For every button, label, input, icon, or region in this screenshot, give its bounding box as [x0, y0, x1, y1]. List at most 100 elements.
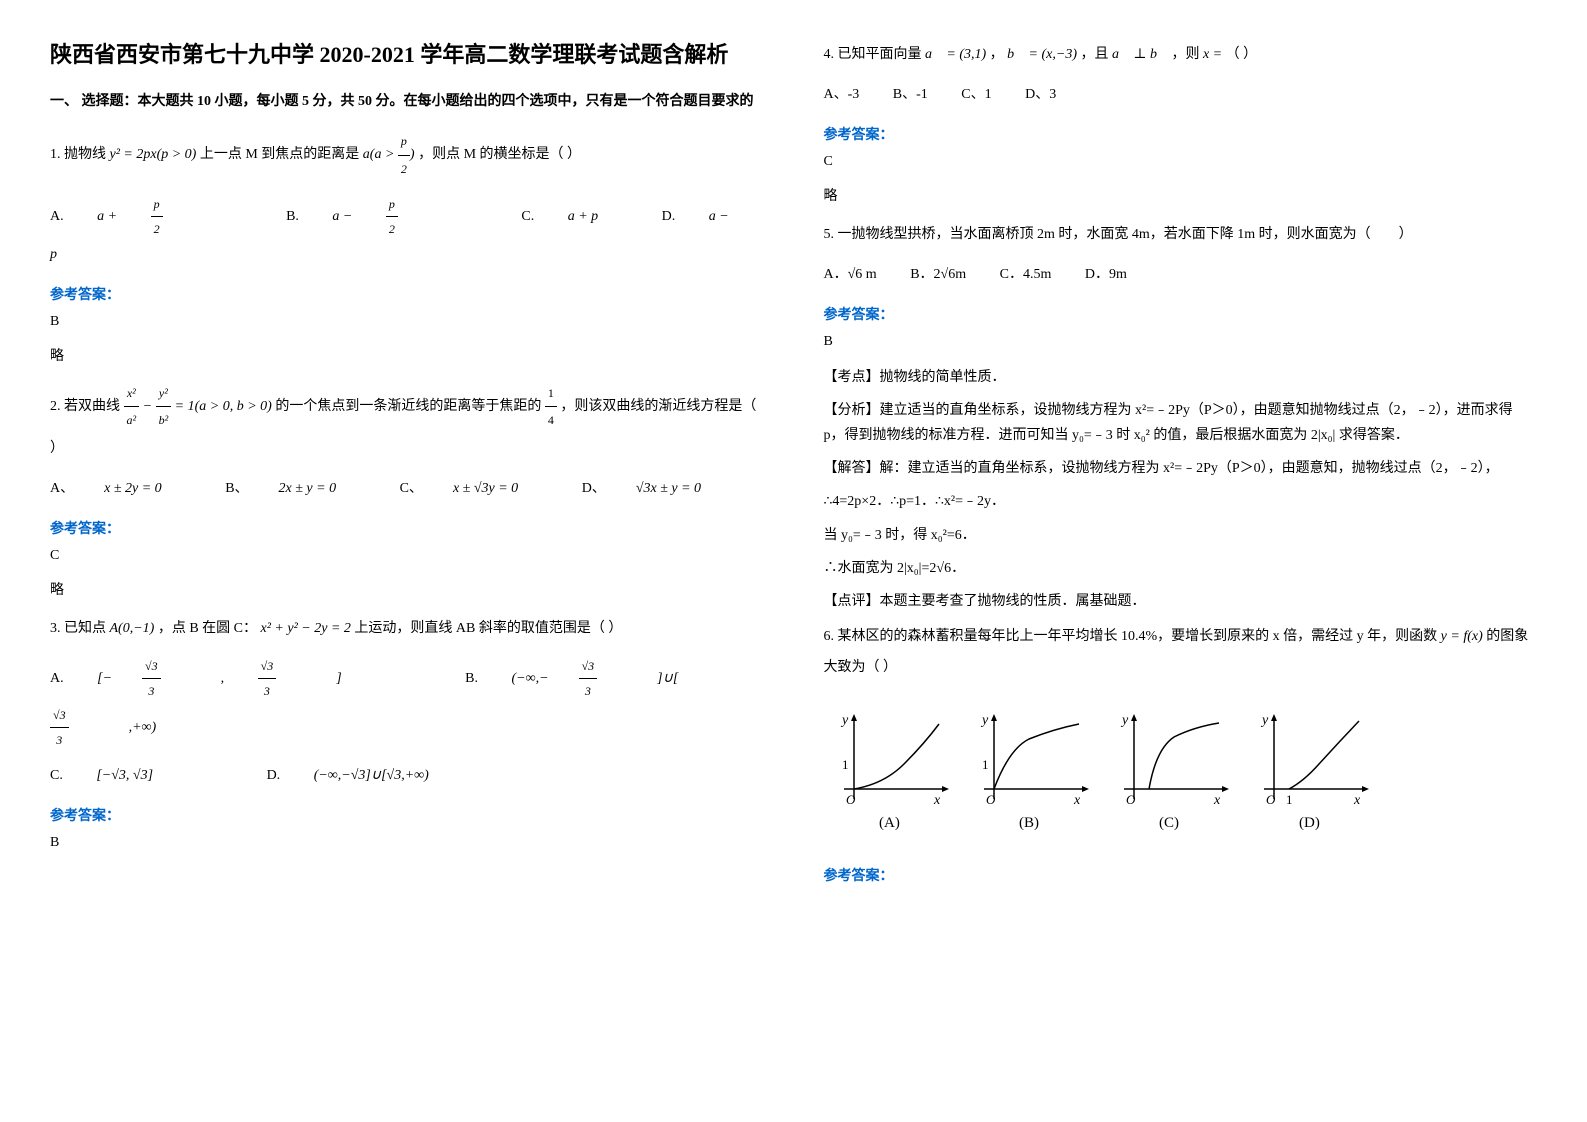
q2-fnum: 1 [545, 380, 557, 407]
question-6: 6. 某林区的的森林蓄积量每年比上一年平均增长 10.4%，要增长到原来的 x … [824, 622, 1538, 850]
q6-graph-svg: y 1 O x (A) y 1 O [824, 699, 1384, 839]
graph-d-y: y [1260, 713, 1269, 728]
q2-ynum: y² [156, 380, 172, 407]
q4-answer-label: 参考答案： [824, 124, 1538, 144]
q5-optA: A．√6 m [824, 267, 877, 282]
q2-optD: D、 √3x ± y = 0 [582, 481, 731, 496]
q3-optA: A. [−√33, √33] [50, 671, 405, 686]
graph-d-O: O [1266, 792, 1276, 807]
q2-optA-label: A、 [50, 481, 74, 496]
graph-d-x: x [1353, 793, 1361, 808]
graph-b-O: O [986, 792, 996, 807]
q3-optC: C. [−√3, √3] [50, 768, 187, 783]
q2-optD-label: D、 [582, 481, 606, 496]
q3-optA-label: A. [50, 671, 64, 686]
q3-optA-r: ] [336, 671, 341, 686]
q4-perp: a⃗ ⊥ b⃗ [1112, 47, 1168, 62]
q3-optB-r: ,+∞) [129, 720, 157, 735]
q2-xden: a² [124, 407, 140, 433]
q1-optA: A. a + p2 [50, 209, 256, 224]
q3-optA-num2: √3 [258, 654, 277, 679]
q1-optB-outer: a − [332, 209, 355, 224]
q4-vecB: b⃗ = (x,−3) [1007, 47, 1077, 62]
q1-optC-label: C. [521, 209, 534, 224]
q4-suffix: （ ） [1226, 47, 1258, 62]
q1-f2-outer: a(a > [363, 147, 398, 162]
q6-graphs: y 1 O x (A) y 1 O [824, 699, 1538, 850]
q5-answer: B [824, 334, 1538, 350]
q3-optA-m: , [221, 671, 228, 686]
q2-omit: 略 [50, 579, 764, 599]
q2-optC-val: x ± √3y = 0 [453, 481, 518, 496]
q3-optC-val: [−√3, √3] [96, 768, 153, 783]
q3-options-row1: A. [−√33, √33] B. (−∞,−√33]∪[√33,+∞) [50, 654, 764, 752]
q3-optB-den1: 3 [579, 679, 598, 703]
q2-optD-val: √3x ± y = 0 [636, 481, 701, 496]
q4-optC: C、1 [961, 87, 991, 102]
q1-omit: 略 [50, 345, 764, 365]
question-1: 1. 抛物线 y² = 2px(p > 0) 上一点 M 到焦点的距离是 a(a… [50, 128, 764, 269]
q1-optA-num: p [151, 192, 163, 217]
q2-optB-val: 2x ± y = 0 [279, 481, 337, 496]
q1-optB-den: 2 [386, 217, 398, 241]
q5-exp-comment: 【点评】本题主要考查了抛物线的性质．属基础题． [824, 589, 1538, 614]
q1-options: A. a + p2 B. a − p2 C. a + p D. a − p [50, 192, 764, 269]
q1-f2-den: 2 [398, 156, 410, 182]
q3-answer: B [50, 835, 764, 851]
exam-title: 陕西省西安市第七十九中学 2020-2021 学年高二数学理联考试题含解析 [50, 40, 764, 71]
q2-xnum: x² [124, 380, 140, 407]
q4-var: x = [1203, 47, 1226, 62]
q1-optA-label: A. [50, 209, 64, 224]
q1-optC: C. a + p [521, 209, 631, 224]
graph-a-label: (A) [879, 815, 900, 831]
graph-c-x: x [1213, 793, 1221, 808]
question-5: 5. 一抛物线型拱桥，当水面离桥顶 2m 时，水面宽 4m，若水面下降 1m 时… [824, 220, 1538, 289]
q4-answer: C [824, 154, 1538, 170]
q5-exp-solve: 【解答】解：建立适当的直角坐标系，设抛物线方程为 x²=﹣2Py（P＞0），由题… [824, 456, 1538, 481]
q3-optD-val: (−∞,−√3]∪[√3,+∞) [314, 768, 429, 783]
q5-options: A．√6 m B．2√6m C．4.5m D．9m [824, 261, 1538, 289]
graph-b-label: (B) [1019, 815, 1039, 831]
question-4: 4. 已知平面向量 a⃗ = (3,1) ， b⃗ = (x,−3) ，且 a⃗… [824, 40, 1538, 109]
graph-d-tick1: 1 [1286, 792, 1293, 807]
q2-optA: A、x ± 2y = 0 [50, 481, 192, 496]
graph-c-O: O [1126, 792, 1136, 807]
q5-exp-step2: 当 y₀=﹣3 时，得 x₀²=6． [824, 523, 1538, 548]
q4-omit: 略 [824, 185, 1538, 205]
q1-optB-num: p [386, 192, 398, 217]
q2-optB-label: B、 [225, 481, 248, 496]
q1-suffix: ，则点 M 的横坐标是（ ） [418, 147, 581, 162]
q2-minus: − [139, 399, 155, 414]
q4-optD: D、3 [1025, 87, 1056, 102]
q5-text: 5. 一抛物线型拱桥，当水面离桥顶 2m 时，水面宽 4m，若水面下降 1m 时… [824, 220, 1538, 251]
graph-a-tick1: 1 [842, 757, 849, 772]
q2-answer: C [50, 548, 764, 564]
q4-vecA: a⃗ = (3,1) [925, 47, 986, 62]
q5-answer-label: 参考答案： [824, 304, 1538, 324]
q1-f2-close: ) [410, 147, 415, 162]
graph-c-y: y [1120, 713, 1129, 728]
graph-b-x: x [1073, 793, 1081, 808]
q3-optB-den2: 3 [50, 728, 69, 752]
graph-a-O: O [846, 792, 856, 807]
q3-circle: x² + y² − 2y = 2 [261, 621, 351, 636]
q2-prefix: 2. 若双曲线 [50, 399, 120, 414]
q1-formula2: a(a > p2) [363, 147, 418, 162]
q4-mid1: ， [990, 47, 1004, 62]
q3-optB-num1: √3 [579, 654, 598, 679]
q2-optC: C、x ± √3y = 0 [400, 481, 549, 496]
q3-suffix: 上运动，则直线 AB 斜率的取值范围是（ ） [354, 621, 622, 636]
q4-prefix: 4. 已知平面向量 [824, 47, 922, 62]
q1-f2-num: p [398, 128, 410, 155]
q5-exp-step1: ∴4=2p×2．∴p=1．∴x²=﹣2y． [824, 489, 1538, 514]
q3-answer-label: 参考答案： [50, 805, 764, 825]
q1-optB-label: B. [286, 209, 299, 224]
q3-optB-label: B. [465, 671, 478, 686]
q2-yden: b² [156, 407, 172, 433]
q3-optD: D. (−∞,−√3]∪[√3,+∞) [267, 768, 459, 783]
graph-a-x: x [933, 793, 941, 808]
q3-optA-den1: 3 [142, 679, 161, 703]
q1-formula1: y² = 2px(p > 0) [110, 147, 197, 162]
q3-optC-label: C. [50, 768, 63, 783]
q3-prefix: 3. 已知点 [50, 621, 106, 636]
